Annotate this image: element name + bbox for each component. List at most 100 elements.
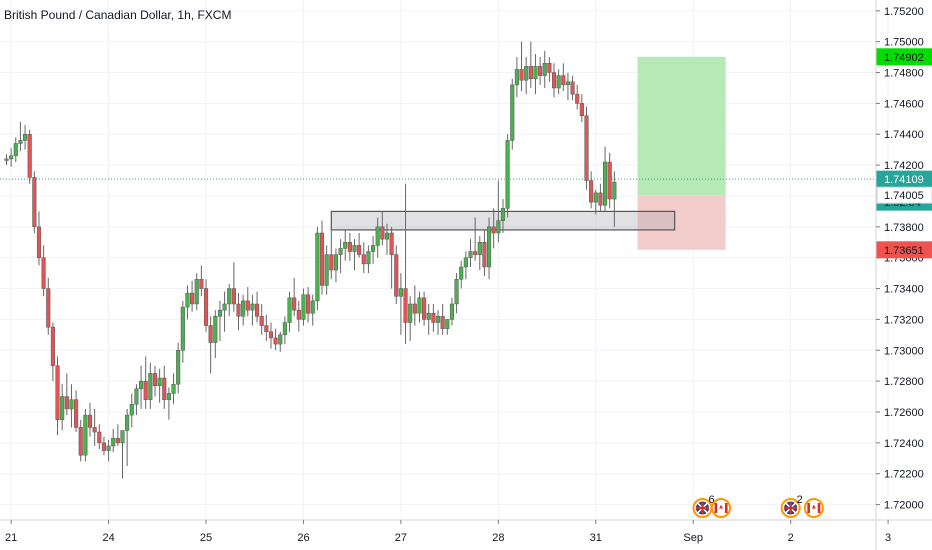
event-count: 6 [709, 494, 715, 506]
candle-body-down [199, 279, 204, 289]
price-tick-label: 1.73000 [884, 345, 924, 357]
time-tick-label: 25 [200, 532, 212, 544]
candle [561, 63, 566, 92]
candle-body-up [282, 322, 287, 336]
candle [87, 402, 93, 437]
candle-body-up [500, 208, 506, 221]
candle-body-up [343, 242, 348, 249]
candle [282, 316, 287, 345]
candle-body-down [78, 427, 83, 456]
candle-body-down [255, 303, 260, 317]
candle-body-down [97, 431, 102, 444]
candle-body-up [333, 254, 338, 271]
time-tick-label: 27 [395, 532, 407, 544]
candle [496, 180, 501, 243]
candle-body-down [584, 115, 589, 181]
candle [120, 430, 125, 479]
candle-body-down [440, 316, 445, 329]
candle [231, 262, 236, 312]
candle [551, 63, 557, 98]
candle [41, 245, 46, 297]
candle [542, 50, 547, 88]
candle-body-down [46, 288, 51, 328]
candle-body-up [222, 303, 227, 311]
price-axis[interactable]: 1.75200 1.75000 1.74800 1.74600 1.74400 1.742… [876, 6, 924, 512]
price-tick-label: 1.72800 [884, 376, 924, 388]
candle-body-up [166, 393, 171, 400]
badge-label: 1.73651 [884, 245, 924, 257]
price-badge-stop: 1.73651 [876, 241, 932, 259]
candle-body-up [426, 312, 431, 320]
candle-body-down [570, 81, 575, 95]
candle [208, 316, 213, 374]
canada-flag-event-icon[interactable] [803, 498, 824, 518]
candle [245, 287, 250, 317]
candle-body-up [417, 297, 422, 314]
candle [106, 439, 111, 462]
candle [255, 291, 260, 323]
candle [338, 239, 343, 274]
profit-zone[interactable] [637, 56, 726, 196]
canada-flag-band [724, 503, 728, 513]
candle [440, 303, 445, 335]
candle [217, 300, 222, 342]
loss-zone[interactable] [637, 195, 726, 250]
canada-flag-event-icon[interactable] [711, 498, 732, 518]
candle [190, 280, 195, 312]
candle-body-up [463, 257, 468, 268]
candle [343, 229, 348, 261]
candle-body-up [287, 297, 292, 323]
candle [459, 260, 464, 289]
candle [315, 226, 320, 311]
uk-flag-event-icon[interactable]: 6 [692, 494, 715, 518]
maple-leaf-icon [719, 504, 724, 509]
candle [134, 384, 139, 416]
candle [32, 171, 37, 233]
candle-body-up [514, 69, 519, 86]
candle [528, 41, 533, 88]
candle [69, 384, 74, 428]
candle-body-up [139, 380, 144, 390]
candle [301, 288, 306, 326]
price-tick-label: 1.72000 [884, 500, 924, 512]
candle [13, 137, 18, 163]
uk-flag-event-icon[interactable]: 2 [780, 494, 803, 518]
price-tick-label: 1.73200 [884, 314, 924, 326]
candle-body-down [115, 437, 120, 444]
candle-body-down [296, 309, 301, 320]
candle-body-up [171, 383, 176, 394]
candle-body-down [87, 414, 93, 428]
candle [36, 211, 42, 266]
candle-body-up [315, 232, 320, 302]
candle [398, 273, 403, 335]
candle-body-up [324, 254, 329, 286]
candle [268, 322, 274, 349]
candle-body-up [129, 404, 134, 416]
candle [463, 251, 468, 280]
time-axis[interactable]: 21 24 25 26 27 28 31 Sep 2 3 [5, 520, 891, 544]
candle-body-down [380, 226, 385, 240]
badge-bg [876, 186, 932, 204]
candle-body-down [361, 254, 366, 265]
position-tool[interactable] [637, 56, 726, 250]
candle-body-down [538, 66, 543, 76]
candle [176, 342, 181, 394]
candle [389, 226, 394, 289]
time-tick-label: 31 [590, 532, 602, 544]
candle-body-down [64, 396, 69, 410]
candle [78, 419, 83, 462]
candle [352, 239, 357, 271]
candle-body-down [575, 93, 580, 104]
candle [598, 183, 603, 212]
candle-body-up [477, 242, 482, 255]
candle [510, 78, 515, 150]
candle [50, 322, 55, 382]
candle-body-up [408, 303, 413, 323]
candle [152, 365, 158, 397]
candle [157, 368, 162, 403]
candle-body-down [491, 226, 496, 234]
candle-body-up [176, 350, 181, 385]
